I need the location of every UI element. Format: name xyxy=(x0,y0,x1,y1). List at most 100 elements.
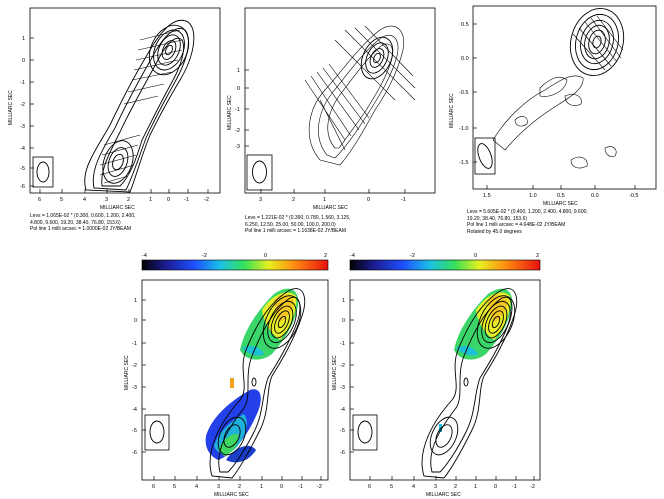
xtick: 4 xyxy=(412,484,415,490)
xtick: 2 xyxy=(454,484,457,490)
x-axis-label: MILLIARC SEC xyxy=(426,492,461,498)
ytick: -5 xyxy=(132,428,137,434)
panel-d-contours xyxy=(209,288,306,479)
ytick: -2 xyxy=(340,363,345,369)
xtick: -1 xyxy=(401,197,406,203)
panel-c-caption: Levs = 5.605E-02 * (0.400, 1.200, 2.400,… xyxy=(467,209,588,235)
ytick: -6 xyxy=(132,450,137,456)
panel-b-pol-vectors xyxy=(304,25,416,151)
caption-line: Levs = 1.221E-02 * (0.390, 0.780, 1.560,… xyxy=(245,215,351,221)
xtick: 1.0 xyxy=(529,193,537,199)
panel-c-contours xyxy=(492,8,625,169)
ytick: -2 xyxy=(20,102,25,108)
y-axis-label: MILLIARC SEC xyxy=(124,355,130,390)
xtick: 0 xyxy=(494,484,497,490)
panel-a-plot: 1 0 -1 -2 -3 -4 -5 -6 6 5 4 3 2 1 0 -1 -… xyxy=(8,7,221,211)
xtick: 5 xyxy=(390,484,393,490)
xtick: 3 xyxy=(105,197,108,203)
xtick: -2 xyxy=(317,484,322,490)
ytick: 1 xyxy=(22,36,25,42)
panel-d-frame xyxy=(141,279,329,481)
panel-c-beam xyxy=(474,137,496,175)
colorbar-tick: -2 xyxy=(202,253,207,259)
xtick: 2 xyxy=(238,484,241,490)
xtick: 0.0 xyxy=(591,193,599,199)
ytick: 0 xyxy=(134,318,137,324)
xtick: 0 xyxy=(367,197,370,203)
xtick: -1 xyxy=(298,484,303,490)
panel-e-frame xyxy=(349,279,541,481)
ytick: 1 xyxy=(342,298,345,304)
panel-a-yticks: 1 0 -1 -2 -3 -4 -5 -6 xyxy=(20,36,34,190)
panel-c-frame xyxy=(472,5,657,190)
ytick: -1 xyxy=(340,341,345,347)
colorbar-tick: 0 xyxy=(474,253,477,259)
x-axis-label: MILLIARC SEC xyxy=(543,201,578,207)
ytick: -4 xyxy=(20,146,25,152)
xtick: 6 xyxy=(152,484,155,490)
xtick: 2 xyxy=(127,197,130,203)
x-axis-label: MILLIARC SEC xyxy=(214,492,249,498)
ytick: 0 xyxy=(237,86,240,92)
panel-e-colorbar: -4 -2 0 2 xyxy=(349,253,541,271)
panel-c-pol-vectors xyxy=(572,15,624,71)
panel-c-xticks: 1.5 1.0 0.5 0.0 -0.5 xyxy=(483,185,638,199)
xtick: 1 xyxy=(149,197,152,203)
y-axis-label: MILLIARC SEC xyxy=(449,93,455,128)
ytick: -3 xyxy=(20,124,25,130)
panel-e-beam xyxy=(352,414,378,451)
xtick: 3 xyxy=(259,197,262,203)
panel-e-yticks: 1 0 -1 -2 -3 -4 -5 -6 xyxy=(340,298,354,456)
y-axis-label: MILLIARC SEC xyxy=(227,95,233,130)
ytick: 0 xyxy=(22,58,25,64)
ytick: -3 xyxy=(340,385,345,391)
caption-line: Pol line 1 milli arcsec = 1.1638E-02 JY/… xyxy=(245,228,347,234)
xtick: 1 xyxy=(260,484,263,490)
colorbar-tick: -2 xyxy=(410,253,415,259)
ytick: -1 xyxy=(132,341,137,347)
ytick: -5 xyxy=(20,166,25,172)
xtick: 1.5 xyxy=(483,193,491,199)
ytick: -1.5 xyxy=(459,160,468,166)
panel-d-yticks: 1 0 -1 -2 -3 -4 -5 -6 xyxy=(132,298,146,456)
y-axis-label: MILLIARC SEC xyxy=(332,355,338,390)
ytick: -1 xyxy=(235,107,240,113)
ytick: -3 xyxy=(132,385,137,391)
panel-a-pol-vectors xyxy=(99,29,183,184)
panel-b-yticks: 1 0 -1 -2 -3 xyxy=(235,68,249,150)
xtick: -2 xyxy=(530,484,535,490)
panel-e-xticks: 6 5 4 3 2 1 0 -1 -2 xyxy=(368,476,535,490)
ytick: 1 xyxy=(237,68,240,74)
caption-line: 19.20, 38.40, 76.80, 153.6) xyxy=(467,215,528,222)
xtick: 1 xyxy=(323,197,326,203)
panel-e-contours xyxy=(421,288,518,479)
xtick: 5 xyxy=(60,197,63,203)
xtick: -0.5 xyxy=(629,193,638,199)
panel-e-plot: -4 -2 0 2 1 0 -1 -2 -3 -4 -5 -6 6 5 4 3 … xyxy=(332,253,541,498)
caption-line: 4.800, 9.600, 19.20, 38.40, 76.80, 153.6… xyxy=(30,219,121,226)
ytick: -2 xyxy=(132,363,137,369)
xtick: 4 xyxy=(195,484,198,490)
panel-d-xticks: 6 5 4 3 2 1 0 -1 -2 xyxy=(152,476,322,490)
caption-line: Pol line 1 milli arcsec = 1.0000E-02 JY/… xyxy=(30,226,132,232)
panel-d-colorbar: -4 -2 0 2 xyxy=(141,253,329,271)
caption-line: 6.250, 12.50, 25.00, 50.00, 100.0, 200.0… xyxy=(245,221,336,228)
xtick: 2 xyxy=(292,197,295,203)
panel-a: 1 0 -1 -2 -3 -4 -5 -6 6 5 4 3 2 1 0 -1 -… xyxy=(0,0,225,245)
xtick: -1 xyxy=(184,197,189,203)
colorbar-tick: -4 xyxy=(142,253,147,259)
xtick: 1 xyxy=(474,484,477,490)
xtick: 0 xyxy=(280,484,283,490)
y-axis-label: MILLIARC SEC xyxy=(8,90,14,125)
colorbar-tick: 0 xyxy=(264,253,267,259)
panel-b-frame xyxy=(244,7,436,194)
panel-d-beam xyxy=(144,414,170,451)
caption-line: Levs = 1.065E-02 * (0.300, 0.600, 1.200,… xyxy=(30,213,136,219)
ytick: -6 xyxy=(20,184,25,190)
panel-b: 1 0 -1 -2 -3 3 2 1 0 -1 MILLIARC SEC MIL… xyxy=(225,0,445,245)
colorbar-tick: -4 xyxy=(350,253,355,259)
ytick: -5 xyxy=(340,428,345,434)
colorbar-tick: 2 xyxy=(536,253,539,259)
ytick: -2 xyxy=(235,128,240,134)
panel-e: -4 -2 0 2 1 0 -1 -2 -3 -4 -5 -6 6 5 4 3 … xyxy=(330,250,545,499)
